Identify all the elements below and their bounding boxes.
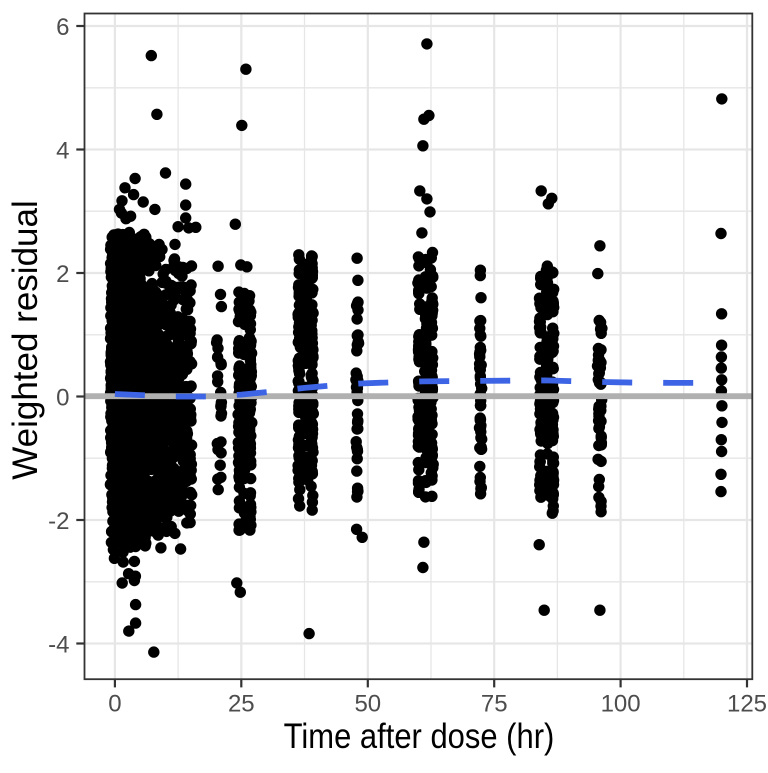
svg-text:2: 2: [56, 261, 69, 288]
svg-text:Time after dose (hr): Time after dose (hr): [284, 717, 555, 756]
svg-text:Weighted residual: Weighted residual: [6, 200, 45, 480]
svg-text:6: 6: [56, 14, 69, 41]
svg-text:75: 75: [481, 691, 508, 718]
svg-text:-2: -2: [48, 508, 69, 535]
svg-text:125: 125: [727, 691, 767, 718]
svg-text:0: 0: [108, 691, 121, 718]
svg-text:25: 25: [228, 691, 255, 718]
svg-text:100: 100: [601, 691, 641, 718]
svg-text:0: 0: [56, 384, 69, 411]
svg-text:50: 50: [354, 691, 381, 718]
svg-text:4: 4: [56, 137, 69, 164]
svg-text:-4: -4: [48, 631, 69, 658]
